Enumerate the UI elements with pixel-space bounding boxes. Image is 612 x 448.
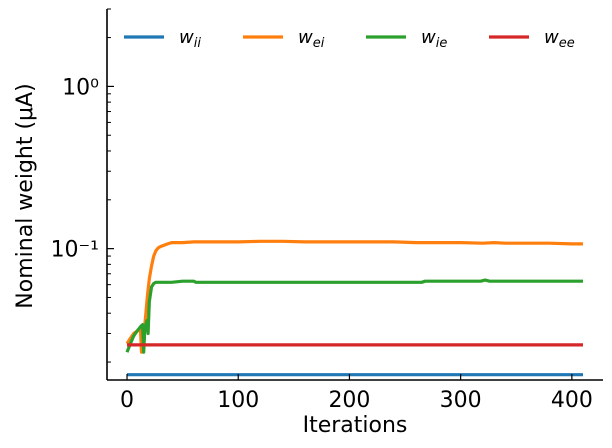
legend-label-main: w xyxy=(298,27,313,48)
ticks-layer: 0 100 200 300 400 10⁻¹ 10⁰ xyxy=(51,8,593,413)
x-axis-label: Iterations xyxy=(303,413,408,438)
legend-label-subscript: ei xyxy=(313,36,325,51)
legend-label-subscript: ii xyxy=(194,36,202,51)
x-tick-label: 100 xyxy=(217,388,259,413)
series-line-ei xyxy=(125,239,583,354)
legend-label-main: w xyxy=(421,27,436,48)
legend-label-ee: wee xyxy=(544,27,575,51)
y-tick-label: 10⁰ xyxy=(62,75,99,100)
x-tick-label: 0 xyxy=(120,388,134,413)
legend-label-main: w xyxy=(544,27,559,48)
y-tick-label: 10⁻¹ xyxy=(51,238,99,263)
legend-label-subscript: ee xyxy=(559,36,575,51)
axes-layer xyxy=(106,9,603,381)
legend-label-main: w xyxy=(179,27,194,48)
legend-label-ie: wie xyxy=(421,27,447,51)
x-tick-label: 300 xyxy=(440,388,482,413)
legend-label-subscript: ie xyxy=(436,36,448,51)
series-line-ie xyxy=(125,278,583,354)
legend-label-ii: wii xyxy=(179,27,201,51)
series-layer xyxy=(125,239,583,377)
legend-label-ei: wei xyxy=(298,27,325,51)
legend: wii wei wie wee xyxy=(124,27,575,51)
x-tick-label: 400 xyxy=(551,388,593,413)
y-axis-label: Nominal weight (μA) xyxy=(13,83,38,308)
x-tick-label: 200 xyxy=(328,388,370,413)
